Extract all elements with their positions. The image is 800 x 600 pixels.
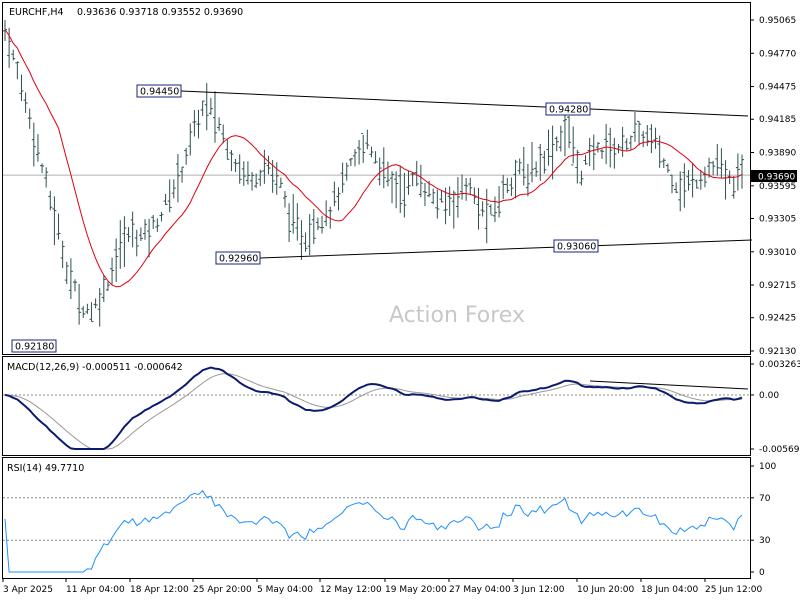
annotation-low-2: 0.93060 <box>553 239 599 253</box>
macd-signal-line <box>4 373 743 450</box>
annotation-high-1: 0.94450 <box>136 84 182 98</box>
x-tick-label: 27 May 04:00 <box>449 585 511 595</box>
x-tick-label: 18 Apr 12:00 <box>130 585 189 595</box>
watermark: Action Forex <box>389 303 525 328</box>
price-y-axis: 0.95065 0.94770 0.94475 0.94185 0.93890 0.935… <box>750 16 796 357</box>
macd-y-axis: 0.003263 0.00 -0.005699 <box>750 360 800 455</box>
rsi-y-tick-label: 0 <box>759 568 765 578</box>
rsi-y-axis: 100 70 30 0 <box>750 462 776 578</box>
trendlines <box>180 90 753 259</box>
price-y-tick-label: 0.93305 <box>759 214 796 224</box>
annotation-low-1-label: 0.92960 <box>219 254 258 265</box>
price-y-tick-label: 0.94770 <box>759 49 796 59</box>
annotation-low-1: 0.92960 <box>215 251 261 265</box>
rsi-y-tick-label: 70 <box>759 494 771 504</box>
moving-average-line <box>4 29 743 288</box>
x-tick-label: 25 Jun 12:00 <box>705 585 762 595</box>
x-tick-label: 12 May 12:00 <box>320 585 382 595</box>
price-bars <box>3 20 750 327</box>
macd-panel <box>2 356 751 456</box>
price-y-tick-label: 0.93595 <box>759 182 796 192</box>
macd-main-line <box>4 366 743 450</box>
moving-average-path <box>4 29 743 288</box>
price-y-tick-label: 0.94475 <box>759 83 796 93</box>
x-tick-label: 3 Apr 2025 <box>3 585 53 595</box>
x-tick-label: 19 May 20:00 <box>385 585 447 595</box>
annotation-high-1-label: 0.94450 <box>140 87 179 98</box>
price-header-symbol: EURCHF,H4 <box>9 7 64 18</box>
x-tick-label: 11 Apr 04:00 <box>66 585 125 595</box>
rsi-y-tick-label: 30 <box>759 536 771 546</box>
macd-header: MACD(12,26,9) -0.000511 -0.000642 <box>7 362 183 373</box>
x-tick-label: 25 Apr 20:00 <box>193 585 252 595</box>
rsi-y-tick-label: 100 <box>759 462 776 472</box>
price-y-tick-label: 0.93010 <box>759 248 796 258</box>
rsi-path <box>4 489 743 573</box>
x-axis: 3 Apr 2025 11 Apr 04:00 18 Apr 12:00 25 Apr… <box>2 578 762 595</box>
price-y-tick-label: 0.92425 <box>759 314 796 324</box>
rsi-panel <box>2 457 751 579</box>
macd-lines <box>3 366 750 450</box>
annotation-low-2-label: 0.93060 <box>557 242 596 253</box>
annotation-high-2-label: 0.94280 <box>549 105 588 116</box>
price-y-tick-label: 0.94185 <box>759 115 796 125</box>
rsi-line <box>3 489 750 573</box>
current-price-badge <box>751 170 797 182</box>
x-tick-label: 3 Jun 12:00 <box>513 585 565 595</box>
price-panel <box>2 2 751 355</box>
x-tick-label: 5 May 04:00 <box>257 585 313 595</box>
macd-y-tick-label: 0.003263 <box>759 360 800 370</box>
annotation-low-3: 0.92180 <box>11 339 57 353</box>
macd-y-tick-label: 0.00 <box>759 391 779 401</box>
price-y-tick-label: 0.92130 <box>759 347 796 357</box>
macd-trendline <box>589 380 749 390</box>
upper-trendline <box>180 90 749 117</box>
price-header-ohlc: 0.93636 0.93718 0.93552 0.93690 <box>77 7 243 18</box>
lower-trendline <box>259 239 753 259</box>
annotation-high-2: 0.94280 <box>545 102 591 116</box>
price-y-tick-label: 0.92715 <box>759 281 796 291</box>
rsi-header: RSI(14) 49.7710 <box>7 463 84 474</box>
price-y-tick-label: 0.95065 <box>759 16 796 26</box>
price-y-tick-label: 0.93890 <box>759 149 796 159</box>
annotation-low-3-label: 0.92180 <box>15 342 54 353</box>
x-tick-label: 10 Jun 20:00 <box>577 585 634 595</box>
macd-y-tick-label: -0.005699 <box>759 445 800 455</box>
x-tick-label: 18 Jun 04:00 <box>641 585 698 595</box>
current-price-label: 0.93690 <box>758 173 795 183</box>
